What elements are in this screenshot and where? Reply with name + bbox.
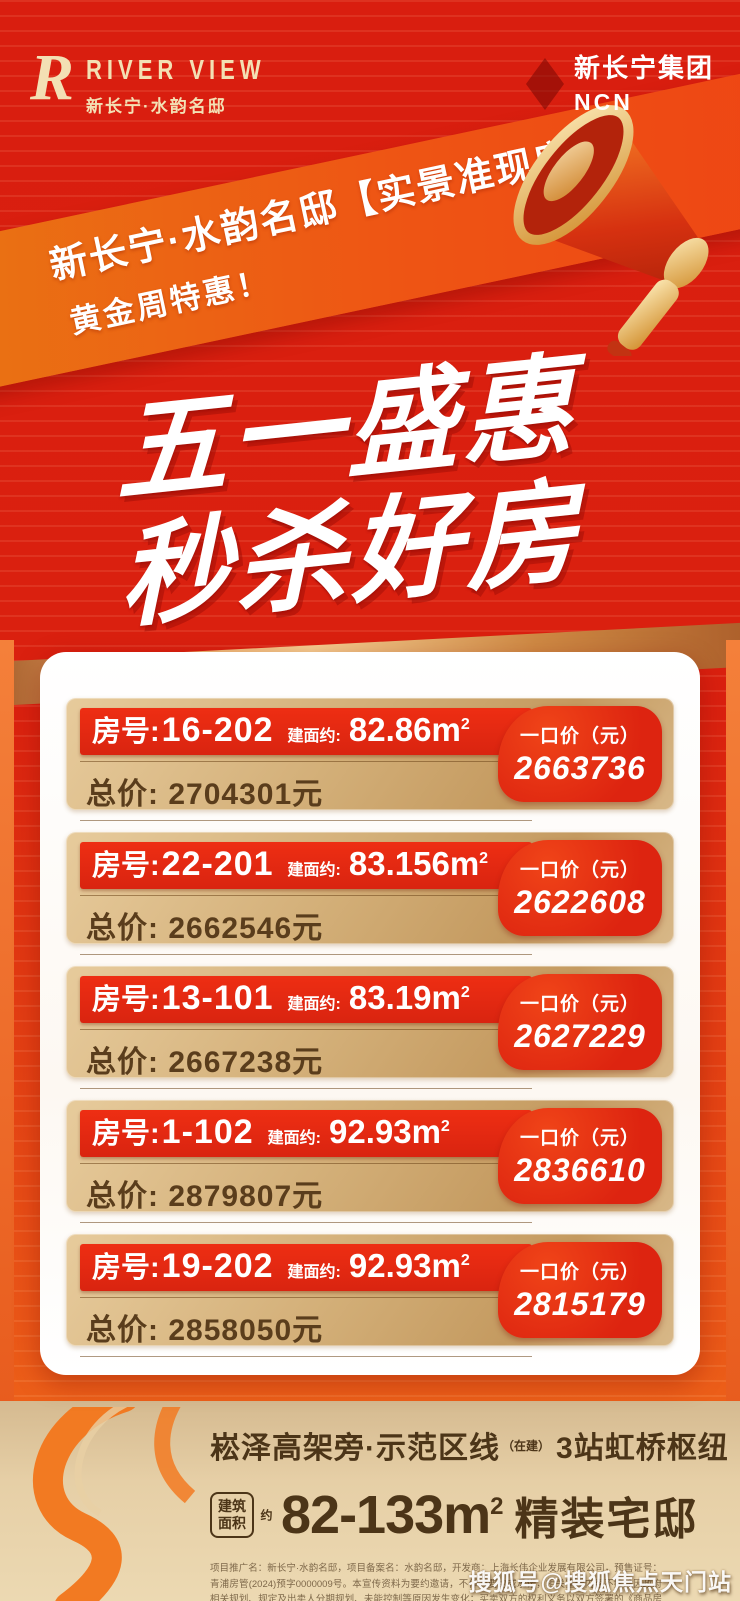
room-number: 13-101: [161, 979, 274, 1017]
footer-band: 崧泽高架旁·示范区线 （在建） 3站虹桥枢纽 建筑 面积 约 82-133m2 …: [0, 1382, 740, 1601]
listing-row: 房号: 19-202 建面约: 92.93m2 总价: 2858050元 一口价…: [66, 1234, 674, 1357]
total-price: 总价: 2667238元: [80, 1029, 532, 1089]
listing-row: 房号: 1-102 建面约: 92.93m2 总价: 2879807元 一口价（…: [66, 1100, 674, 1223]
riverview-logo: R RIVER VIEW 新长宁·水韵名邸: [30, 41, 266, 117]
room-number-box: 房号: 19-202 建面约: 92.93m2: [80, 1244, 532, 1291]
room-label: 房号:: [92, 1252, 160, 1284]
total-value: 2704301元: [168, 778, 324, 811]
total-value: 2662546元: [168, 912, 324, 945]
deal-price-tag: 一口价（元） 2627229: [498, 974, 662, 1070]
megaphone-icon: [494, 96, 740, 363]
total-value: 2858050元: [168, 1314, 324, 1347]
deal-price-label: 一口价（元）: [519, 994, 640, 1015]
area-value: 82.86m2: [348, 711, 470, 748]
logo-name-en: RIVER VIEW: [86, 54, 266, 86]
deal-price-value: 2627229: [514, 1018, 646, 1054]
location-line: 崧泽高架旁·示范区线 （在建） 3站虹桥枢纽: [210, 1423, 729, 1467]
total-label: 总价:: [86, 778, 159, 811]
area-label: 建面约:: [267, 1130, 321, 1147]
deal-price-tag: 一口价（元） 2622608: [498, 840, 662, 936]
room-number: 22-201: [161, 845, 274, 883]
total-price: 总价: 2662546元: [80, 895, 532, 955]
left-edge-strip: [0, 640, 14, 1410]
total-value: 2667238元: [168, 1046, 324, 1079]
building-area-badge: 建筑 面积: [210, 1492, 254, 1538]
spec-line: 建筑 面积 约 82-133m2 精装宅邸: [210, 1483, 729, 1547]
spec-suffix: 精装宅邸: [514, 1495, 699, 1544]
listing-row: 房号: 13-101 建面约: 83.19m2 总价: 2667238元 一口价…: [66, 966, 674, 1089]
area-value: 92.93m2: [348, 1247, 470, 1284]
total-label: 总价:: [86, 1180, 159, 1213]
deal-price-label: 一口价（元）: [519, 1262, 640, 1283]
logo-name-cn: 新长宁·水韵名邸: [86, 97, 227, 116]
total-price: 总价: 2704301元: [80, 761, 532, 821]
group-abbr: NCN: [573, 89, 633, 115]
location-part2: 3站虹桥枢纽: [556, 1432, 729, 1465]
watermark: 搜狐号@搜狐焦点天门站: [468, 1569, 732, 1595]
area-range: 82-133m2: [281, 1485, 504, 1545]
listings-card: 房号: 16-202 建面约: 82.86m2 总价: 2704301元 一口价…: [40, 652, 700, 1375]
listing-row: 房号: 16-202 建面约: 82.86m2 总价: 2704301元 一口价…: [66, 698, 674, 821]
under-construction-note: （在建）: [502, 1438, 551, 1453]
room-label: 房号:: [92, 1118, 160, 1150]
room-number: 19-202: [161, 1247, 274, 1285]
deal-price-tag: 一口价（元） 2815179: [498, 1242, 662, 1338]
area-label: 建面约:: [287, 862, 341, 879]
total-value: 2879807元: [168, 1180, 324, 1213]
area-label: 建面约:: [287, 996, 341, 1013]
room-number: 16-202: [161, 711, 274, 749]
right-edge-strip: [726, 640, 740, 1410]
area-label: 建面约:: [287, 728, 341, 745]
main-title: 五一盛惠 秒杀好房: [15, 333, 680, 653]
r-monogram-icon: R: [30, 41, 75, 114]
area-value: 83.156m2: [348, 845, 489, 882]
disclaimer-text: 项目推广名：新长宁·水韵名邸，项目备案名：水韵名邸，开发商：上海长伟企业发展有限…: [210, 1563, 662, 1601]
area-value: 92.93m2: [328, 1113, 450, 1150]
group-emblem-icon: [525, 58, 564, 110]
deal-price-label: 一口价（元）: [519, 860, 640, 881]
deal-price-value: 2815179: [514, 1286, 646, 1322]
total-label: 总价:: [86, 912, 159, 945]
deal-price-value: 2622608: [514, 884, 646, 920]
deal-price-tag: 一口价（元） 2836610: [498, 1108, 662, 1204]
room-number-box: 房号: 16-202 建面约: 82.86m2: [80, 708, 532, 755]
r-swirl-icon: [4, 1382, 234, 1601]
deal-price-value: 2663736: [514, 750, 646, 786]
area-value: 83.19m2: [348, 979, 470, 1016]
total-label: 总价:: [86, 1046, 159, 1079]
area-label: 建面约:: [287, 1264, 341, 1281]
deal-price-value: 2836610: [514, 1152, 646, 1188]
listing-row: 房号: 22-201 建面约: 83.156m2 总价: 2662546元 一口…: [66, 832, 674, 955]
header: R RIVER VIEW 新长宁·水韵名邸 新长宁集团 NCN: [30, 41, 714, 117]
room-number-box: 房号: 1-102 建面约: 92.93m2: [80, 1110, 532, 1157]
group-logo: 新长宁集团 NCN: [518, 48, 714, 117]
footer-text: 崧泽高架旁·示范区线 （在建） 3站虹桥枢纽 建筑 面积 约 82-133m2 …: [210, 1423, 729, 1601]
room-number: 1-102: [161, 1113, 254, 1151]
location-part1: 崧泽高架旁·示范区线: [210, 1432, 500, 1465]
total-price: 总价: 2858050元: [80, 1297, 532, 1357]
approx-label: 约: [259, 1509, 273, 1521]
room-label: 房号:: [92, 716, 160, 748]
group-name: 新长宁集团: [573, 54, 714, 83]
deal-price-tag: 一口价（元） 2663736: [498, 706, 662, 802]
room-number-box: 房号: 22-201 建面约: 83.156m2: [80, 842, 532, 889]
deal-price-label: 一口价（元）: [519, 726, 640, 747]
room-label: 房号:: [92, 984, 160, 1016]
total-label: 总价:: [86, 1314, 159, 1347]
total-price: 总价: 2879807元: [80, 1163, 532, 1223]
room-number-box: 房号: 13-101 建面约: 83.19m2: [80, 976, 532, 1023]
room-label: 房号:: [92, 850, 160, 882]
deal-price-label: 一口价（元）: [519, 1128, 640, 1149]
